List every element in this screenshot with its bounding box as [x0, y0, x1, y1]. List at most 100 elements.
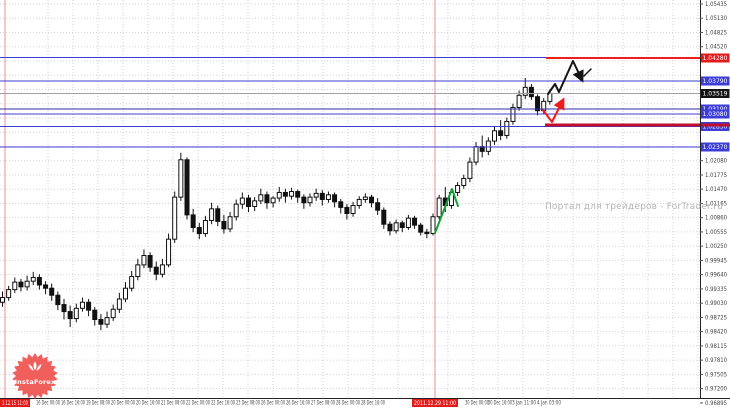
price-tick-label: 1.05130	[705, 15, 727, 22]
price-tag: 1.04280	[700, 53, 730, 63]
candle	[24, 275, 30, 291]
svg-text:1.02370: 1.02370	[703, 144, 728, 151]
candle	[276, 186, 282, 202]
price-tag: 1.02370	[700, 142, 730, 152]
candle	[184, 157, 190, 220]
candle	[375, 198, 381, 215]
candle	[436, 194, 442, 220]
price-tick-label: 1.01775	[705, 172, 727, 179]
svg-text:1.12.15 11:00: 1.12.15 11:00	[2, 400, 28, 407]
candle	[12, 277, 18, 293]
candle	[295, 189, 301, 203]
candle	[430, 213, 436, 236]
candle	[381, 207, 387, 229]
candle	[424, 228, 430, 239]
instaforex-logo: InstaForex	[7, 348, 63, 404]
time-tick-label: 30 Dec 16:00	[488, 400, 512, 407]
candle	[350, 201, 356, 217]
candle	[344, 204, 350, 220]
candle	[202, 215, 208, 237]
price-tick-label: 1.00555	[705, 229, 727, 236]
price-tick-label: 0.98115	[705, 343, 727, 350]
svg-text:1.03790: 1.03790	[703, 78, 728, 85]
candle	[141, 249, 147, 269]
logo-glyph-right-leaf	[36, 364, 42, 371]
time-marker-tag: 1.12.15 11:00	[0, 399, 30, 407]
candle	[49, 283, 55, 301]
instaforex-logo-label: InstaForex	[14, 378, 56, 386]
svg-text:1.04280: 1.04280	[703, 55, 728, 62]
candle	[492, 126, 497, 145]
candle	[239, 192, 245, 209]
candle	[166, 233, 172, 268]
candle	[289, 187, 295, 200]
candle	[178, 152, 184, 201]
candle	[92, 306, 98, 326]
candle	[528, 84, 534, 100]
price-tag: 1.03790	[700, 76, 730, 86]
candle	[221, 214, 227, 234]
svg-text:2011.12.29 11:00: 2011.12.29 11:00	[414, 400, 456, 407]
time-tick-label: 20 Dec 16:00	[136, 400, 160, 407]
svg-text:1.03519: 1.03519	[703, 91, 728, 98]
candle	[264, 191, 270, 209]
time-tick-label: 28 Dec 00:00	[336, 400, 360, 407]
candle	[307, 193, 313, 207]
candle	[399, 220, 405, 233]
impulse-green-mark[interactable]	[434, 188, 459, 234]
price-tick-label: 0.97505	[705, 371, 727, 378]
candle	[522, 78, 528, 100]
candle	[190, 208, 196, 233]
candle	[98, 313, 104, 331]
time-tick-label: 28 Dec 16:00	[361, 400, 385, 407]
candle	[369, 194, 374, 208]
candle	[282, 188, 288, 203]
time-tick-label: 26 Dec 00:00	[261, 400, 285, 407]
candle	[86, 298, 92, 317]
time-tick-label: 3 Jan 11:00	[512, 400, 536, 407]
candle	[110, 304, 116, 321]
candle	[18, 278, 24, 292]
candle	[418, 222, 424, 236]
price-tick-label: 1.02080	[705, 158, 727, 165]
time-tick-label: 22 Dec 16:00	[211, 400, 235, 407]
price-tick-label: 1.04825	[705, 29, 727, 36]
candle	[498, 120, 504, 141]
pullback-red-arrow[interactable]	[542, 97, 565, 123]
price-tick-label: 1.00860	[705, 215, 727, 222]
candle	[252, 197, 258, 212]
forecast-tail-stroke[interactable]	[583, 68, 592, 77]
candle	[172, 191, 178, 243]
instaforex-logo-badge	[12, 353, 58, 399]
price-tick-label: 0.99945	[705, 257, 727, 264]
candle	[30, 271, 36, 285]
candle	[258, 188, 264, 205]
candle	[116, 292, 122, 313]
price-tick-label: 0.99335	[705, 286, 727, 293]
price-tick-label: 0.97200	[705, 386, 727, 393]
price-tick-label: 0.98420	[705, 329, 727, 336]
logo-starburst	[12, 353, 58, 399]
candle	[246, 194, 251, 213]
price-tick-label: 0.99030	[705, 300, 727, 307]
logo-glyph-left-leaf	[28, 364, 34, 371]
candle	[301, 194, 307, 209]
price-tick-label: 0.99640	[705, 272, 727, 279]
candle	[104, 311, 110, 328]
time-tick-label: 23 Dec 08:00	[236, 400, 260, 407]
price-tick-label: 0.98725	[705, 314, 727, 321]
candle	[356, 196, 362, 209]
time-tick-label: 21 Dec 08:00	[161, 400, 185, 407]
candle	[393, 219, 399, 234]
time-tick-label: 22 Dec 00:00	[186, 400, 210, 407]
candle	[67, 305, 73, 327]
candle	[129, 270, 135, 292]
forecast-zigzag-arrow[interactable]	[547, 60, 584, 95]
candle	[387, 221, 393, 236]
time-tick-label: 30 Dec 00:00	[465, 400, 489, 407]
logo-glyph-center-leaf	[33, 361, 37, 370]
time-marker-tag: 2011.12.29 11:00	[412, 399, 458, 407]
